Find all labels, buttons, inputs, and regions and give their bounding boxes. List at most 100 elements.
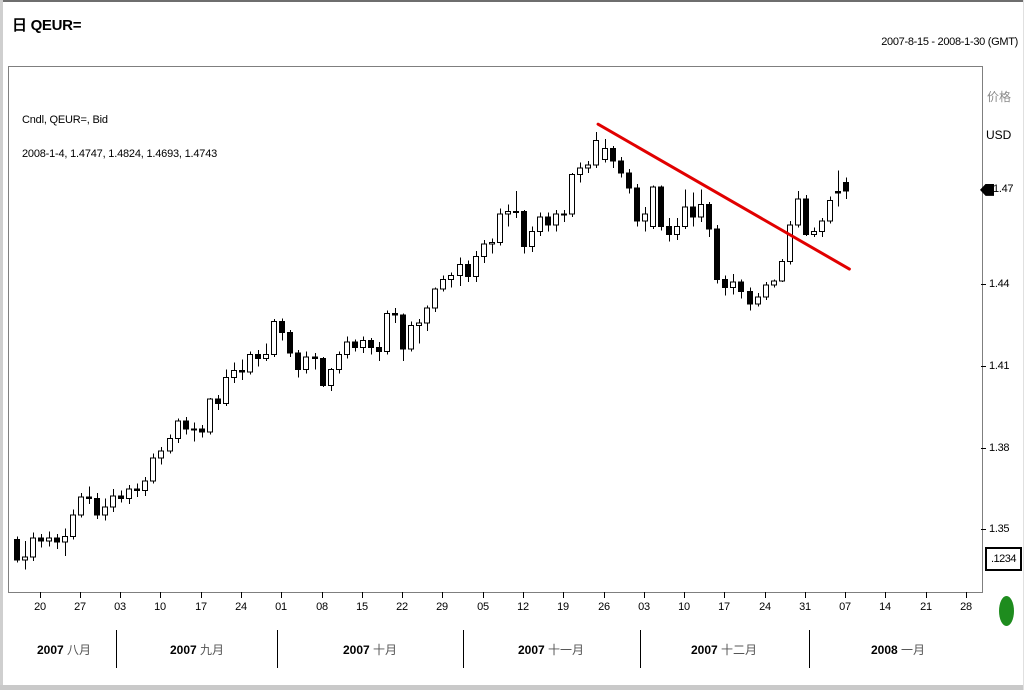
date-tick	[966, 592, 967, 598]
month-separator	[809, 630, 810, 668]
candle-body	[158, 450, 164, 459]
candle-body	[650, 186, 656, 227]
date-tick-label: 19	[557, 601, 569, 613]
candle-body	[795, 198, 801, 226]
candle-body	[110, 495, 116, 508]
candle-body	[747, 291, 753, 305]
month-year: 2007	[36, 643, 64, 657]
candle-body	[537, 216, 543, 233]
date-tick	[40, 592, 41, 598]
date-tick	[845, 592, 846, 598]
month-year: 2007	[342, 643, 370, 657]
candle-body	[553, 213, 559, 226]
candle-body	[336, 353, 342, 370]
date-tick	[160, 592, 161, 598]
candle-body	[690, 206, 696, 218]
month-separator	[463, 630, 464, 668]
candle-body	[271, 321, 277, 355]
candle-body	[215, 398, 221, 404]
month-label: 2008 一月	[871, 641, 925, 658]
candle-body	[287, 331, 293, 354]
candlestick-chart[interactable]	[9, 67, 982, 592]
month-label: 2007 八月	[37, 641, 91, 658]
candle-body	[666, 225, 672, 235]
date-tick	[805, 592, 806, 598]
legend-ohlc-values: 2008-1-4, 1.4747, 1.4824, 1.4693, 1.4743	[22, 148, 218, 160]
date-tick-label: 12	[517, 601, 529, 613]
date-tick-label: 17	[195, 601, 207, 613]
date-tick-label: 24	[759, 601, 771, 613]
date-tick	[765, 592, 766, 598]
month-label: 2007 十二月	[691, 641, 757, 658]
date-tick	[926, 592, 927, 598]
candle-body	[134, 488, 140, 491]
trendline[interactable]	[596, 122, 851, 271]
candle-body	[481, 243, 487, 257]
tick-dash	[981, 284, 986, 286]
candle-body	[513, 210, 519, 213]
date-tick-label: 31	[799, 601, 811, 613]
date-tick-label: 07	[839, 601, 851, 613]
candle-body	[118, 495, 124, 500]
candle-body	[239, 370, 245, 373]
candle-body	[626, 172, 632, 189]
candle-body	[432, 288, 438, 309]
candle-body	[610, 148, 616, 162]
candle-body	[30, 537, 36, 558]
candle-body	[408, 325, 414, 350]
candle-body	[585, 164, 591, 169]
candle-body	[199, 428, 205, 433]
candle-body	[738, 281, 744, 293]
chart-plot-area[interactable]	[8, 66, 983, 593]
candle-body	[303, 356, 309, 370]
date-tick	[362, 592, 363, 598]
price-tick-label: 1.41	[989, 359, 1010, 372]
candle-body	[569, 174, 575, 215]
candle-body	[457, 263, 463, 276]
candle-body	[658, 186, 664, 227]
candle-body	[360, 340, 366, 348]
candle-body	[78, 496, 84, 516]
candle-body	[714, 228, 720, 280]
candle-body	[497, 213, 503, 244]
candle-body	[642, 213, 648, 222]
month-label: 2007 九月	[170, 641, 224, 658]
candle-body	[819, 220, 825, 233]
window-left-edge	[0, 0, 3, 690]
month-separator	[277, 630, 278, 668]
date-tick	[281, 592, 282, 598]
last-price-label: 1.47	[993, 182, 1014, 195]
date-tick-label: 08	[316, 601, 328, 613]
price-arrow-icon	[980, 183, 994, 196]
month-year: 2008	[870, 643, 898, 657]
candle-body	[618, 160, 624, 174]
date-tick	[523, 592, 524, 598]
window-bottom-edge	[0, 685, 1024, 690]
candle-body	[368, 340, 374, 348]
candle-body	[489, 242, 495, 245]
date-tick-label: 22	[396, 601, 408, 613]
date-tick-label: 05	[477, 601, 489, 613]
price-tick-label: 1.44	[989, 278, 1010, 291]
candle-body	[779, 261, 785, 282]
candle-body	[86, 496, 92, 500]
candle-body	[150, 457, 156, 482]
date-tick-label: 28	[960, 601, 972, 613]
tick-dash	[981, 529, 986, 531]
candle-body	[191, 428, 197, 431]
month-name: 九月	[196, 643, 225, 657]
date-tick	[80, 592, 81, 598]
date-tick-label: 17	[718, 601, 730, 613]
month-name: 八月	[63, 643, 92, 657]
candle-body	[698, 204, 704, 218]
candle-body	[295, 352, 301, 370]
candle-body	[126, 488, 132, 500]
date-tick	[885, 592, 886, 598]
window-top-edge	[0, 0, 1024, 2]
candle-body	[376, 346, 382, 353]
month-year: 2007	[690, 643, 718, 657]
tick-dash	[981, 447, 986, 449]
chart-title: 日 QEUR=	[12, 17, 82, 34]
tick-dash	[981, 365, 986, 367]
candle-body	[54, 537, 60, 543]
